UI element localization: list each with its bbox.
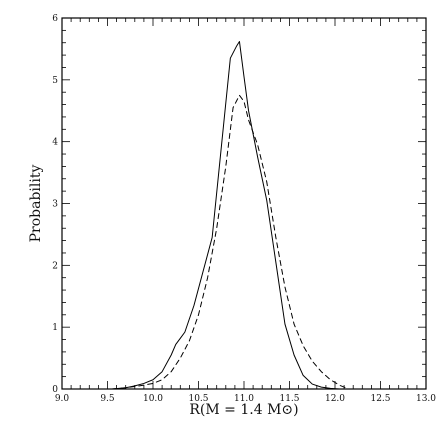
y-tick-label: 1 (52, 323, 58, 333)
tick-labels: 9.0 9.5 10.0 10.5 11.0 11.5 12.0 12.5 13.0 0 1 2 3 4 5… (52, 14, 436, 404)
y-axis-label: Probability (28, 165, 44, 243)
axis-ticks (61, 17, 427, 390)
x-tick-label: 11.0 (234, 394, 254, 404)
x-tick-label: 13.0 (416, 394, 436, 404)
y-tick-label: 0 (52, 385, 58, 395)
series-group (111, 41, 350, 390)
x-tick-label: 12.5 (370, 394, 390, 404)
y-tick-label: 5 (52, 76, 58, 86)
y-tick-label: 2 (52, 261, 58, 271)
y-tick-label: 4 (52, 138, 58, 148)
x-tick-label: 12.0 (325, 394, 345, 404)
y-tick-label: 6 (52, 14, 58, 24)
solid-series-line (111, 41, 341, 390)
x-tick-label: 11.5 (279, 394, 299, 404)
dashed-series-line (111, 94, 350, 390)
x-tick-label: 9.0 (55, 394, 70, 404)
x-axis-label: R(M = 1.4 M⊙) (189, 402, 298, 418)
x-tick-label: 9.5 (100, 394, 115, 404)
y-tick-label: 3 (52, 200, 58, 210)
x-tick-label: 10.5 (188, 394, 208, 404)
x-tick-label: 10.0 (143, 394, 163, 404)
